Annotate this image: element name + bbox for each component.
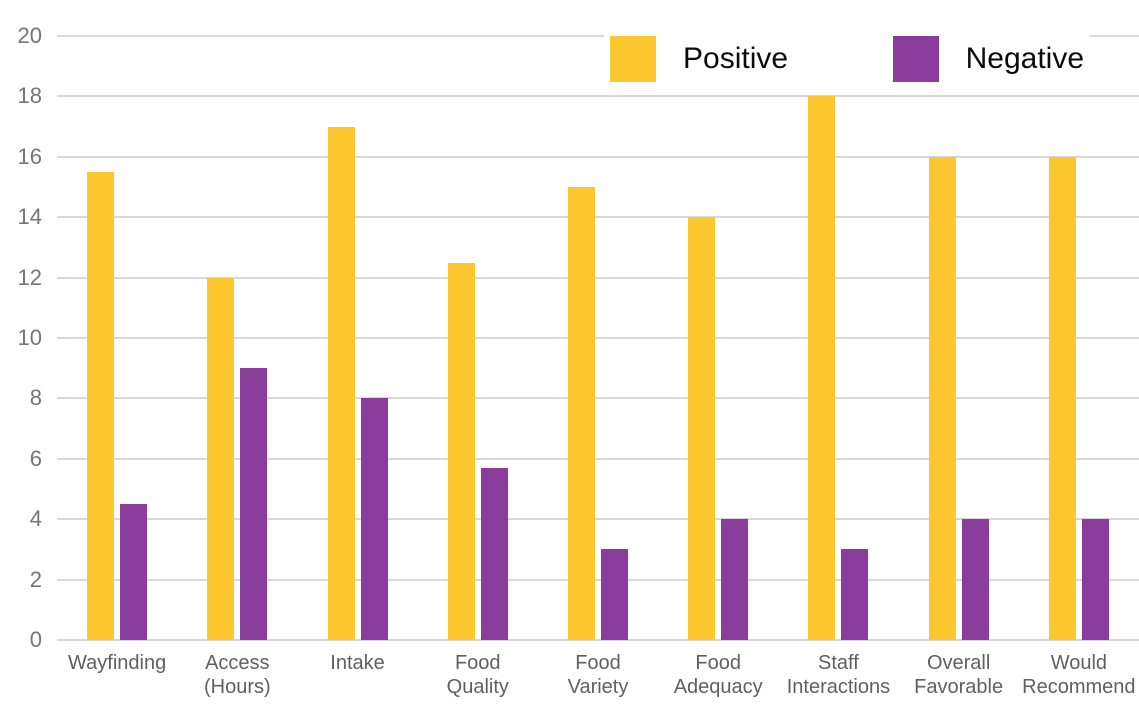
y-tick-label-10: 10 [17,325,42,350]
bar-group-2 [297,36,417,640]
x-label-7: Overall Favorable [899,651,1019,699]
y-tick-label-14: 14 [17,204,42,230]
bar-negative-7 [961,519,989,640]
y-tick-label-0: 0 [29,627,42,652]
legend: Positive Negative [604,30,1090,88]
x-label-1: Access (Hours) [177,651,297,699]
bar-group-6 [778,36,898,640]
x-label-line: Wayfinding [68,652,167,674]
x-label-line: Overall [926,652,991,674]
bar-group-4 [538,36,658,640]
bar-positive-6 [808,96,836,640]
negative-swatch-icon [892,36,939,82]
bar-groups [57,36,1139,640]
gridline-12 [57,276,1139,279]
x-label-2: Intake [297,651,417,699]
bar-negative-6 [841,549,869,640]
x-label-0: Wayfinding [57,651,177,699]
x-label-6: Staff Interactions [778,651,898,699]
bar-positive-2 [327,126,355,640]
legend-label-negative: Negative [965,42,1084,75]
legend-item-positive: Positive [610,36,788,82]
bar-negative-1 [240,368,268,640]
gridline-20 [57,35,1139,37]
x-label-line: Quality [446,676,509,698]
gridline-4 [57,518,1139,521]
bar-negative-5 [721,519,749,640]
bar-group-0 [57,36,177,640]
bar-positive-8 [1048,156,1076,640]
x-label-line: Variety [567,676,629,698]
bar-negative-4 [600,549,628,640]
bar-positive-4 [567,187,595,640]
x-label-line: Food [695,652,741,674]
bar-group-5 [658,36,778,640]
x-axis-labels: Wayfinding Access (Hours) Intake Food Quality… [57,651,1139,699]
x-label-line: Recommend [1022,676,1136,698]
gridline-6 [57,457,1139,460]
plot-area [57,35,1139,641]
y-tick-label-6: 6 [29,445,42,471]
x-label-line: Staff [818,652,859,674]
x-label-4: Food Variety [538,651,658,699]
x-label-line: Would [1050,652,1108,674]
bar-positive-1 [207,277,235,640]
bar-negative-0 [120,504,148,640]
positive-swatch-icon [610,36,656,82]
y-tick-label-2: 2 [29,566,42,592]
x-label-8: Would Recommend [1019,651,1139,699]
legend-item-negative: Negative [892,36,1084,82]
x-label-line: Interactions [786,676,891,698]
x-label-line: Adequacy [673,676,763,698]
bar-positive-0 [87,171,115,640]
x-label-3: Food Quality [418,651,538,699]
y-tick-label-4: 4 [29,506,42,532]
bar-group-3 [418,36,538,640]
bar-positive-7 [928,156,956,640]
bar-negative-2 [360,398,388,640]
x-label-line: (Hours) [203,676,271,698]
x-label-line: Food [575,652,621,674]
y-tick-label-16: 16 [17,143,42,169]
bar-group-1 [177,36,297,640]
bar-positive-3 [447,262,475,640]
gridline-14 [57,216,1139,219]
x-label-line: Food [454,652,501,674]
y-tick-label-20: 20 [17,23,42,48]
y-tick-label-12: 12 [17,264,42,290]
gridline-16 [57,155,1139,158]
y-tick-label-8: 8 [29,385,42,411]
gridline-18 [57,95,1139,98]
legend-label-positive: Positive [683,42,789,75]
x-label-line: Favorable [914,676,1004,698]
bar-group-7 [899,36,1019,640]
bar-negative-8 [1081,519,1109,640]
bar-positive-5 [688,217,716,640]
x-label-line: Access [205,652,270,674]
gridline-2 [57,578,1139,581]
bar-negative-3 [480,467,508,640]
gridline-10 [57,337,1139,339]
x-label-line: Intake [330,652,385,674]
gridline-0 [57,639,1139,641]
bar-group-8 [1019,36,1139,640]
x-label-5: Food Adequacy [658,651,778,699]
gridline-8 [57,397,1139,400]
y-tick-label-18: 18 [17,83,42,109]
y-axis: 0 2 4 6 8 10 12 14 16 18 20 [0,25,46,651]
